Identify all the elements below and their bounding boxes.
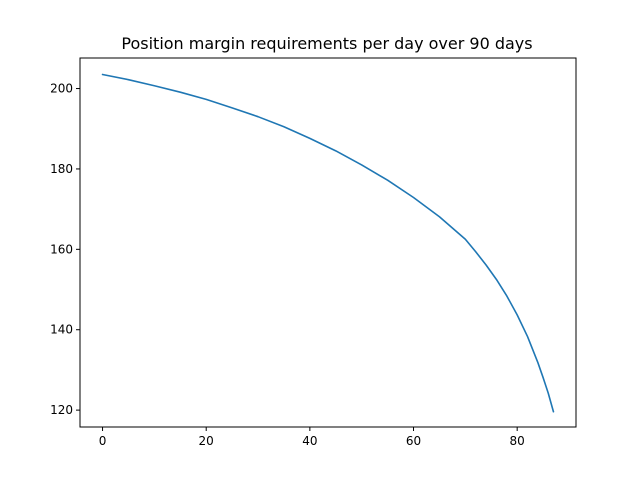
x-axis: 0 20 40 60 80 bbox=[99, 427, 525, 448]
x-tick-label: 60 bbox=[406, 434, 421, 448]
y-tick-label: 140 bbox=[50, 323, 73, 337]
y-tick-label: 180 bbox=[50, 162, 73, 176]
y-tick-label: 120 bbox=[50, 403, 73, 417]
axes-frame bbox=[79, 57, 577, 428]
x-tick-label: 20 bbox=[199, 434, 214, 448]
series-line bbox=[101, 73, 555, 413]
x-tick-label: 40 bbox=[302, 434, 317, 448]
y-axis: 120 140 160 180 200 bbox=[50, 82, 80, 417]
x-tick-label: 80 bbox=[510, 434, 525, 448]
x-tick-label: 0 bbox=[99, 434, 107, 448]
y-tick-label: 160 bbox=[50, 242, 73, 256]
plot-area bbox=[101, 73, 555, 413]
y-tick-label: 200 bbox=[50, 82, 73, 96]
chart-title: Position margin requirements per day ove… bbox=[121, 34, 532, 53]
